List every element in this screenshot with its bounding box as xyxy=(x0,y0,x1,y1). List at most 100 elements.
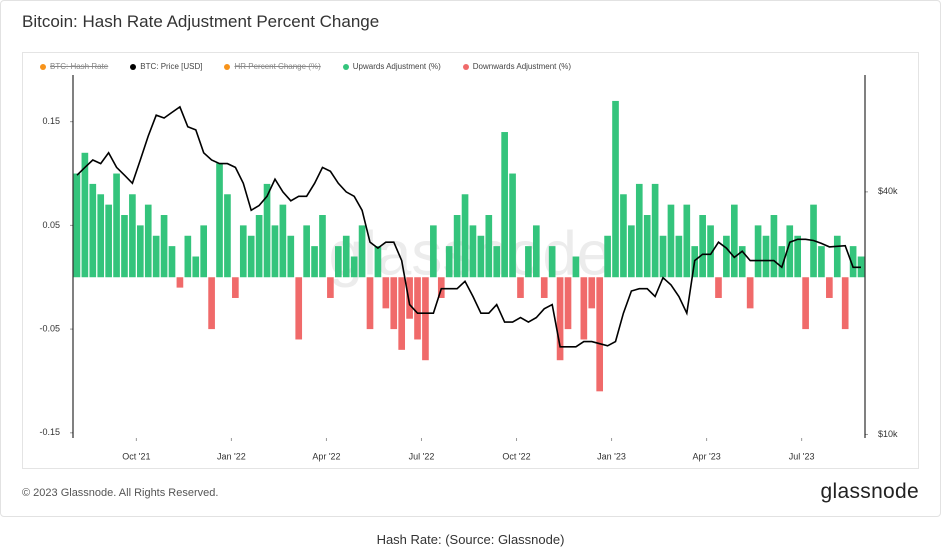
y-tick-label: 0.05 xyxy=(42,220,60,230)
bar xyxy=(327,277,334,298)
bar xyxy=(374,246,382,278)
caption: Hash Rate: (Source: Glassnode) xyxy=(376,532,565,547)
bar xyxy=(501,132,508,278)
bar xyxy=(319,215,326,278)
bar xyxy=(556,277,564,361)
bar xyxy=(564,277,572,330)
bar xyxy=(247,235,255,278)
bar xyxy=(675,235,683,278)
bar xyxy=(628,225,635,278)
bar xyxy=(580,277,588,340)
bar xyxy=(406,277,413,319)
bar xyxy=(200,225,208,278)
legend-label: Upwards Adjustment (%) xyxy=(352,62,441,71)
y2-tick-label: $10k xyxy=(878,429,898,439)
bar xyxy=(311,246,318,278)
bar xyxy=(422,277,429,361)
bar xyxy=(89,183,97,278)
bar xyxy=(295,277,303,340)
bar xyxy=(144,204,152,278)
bar xyxy=(849,246,857,278)
bar xyxy=(643,215,651,278)
bar xyxy=(430,225,437,278)
legend-label: Downwards Adjustment (%) xyxy=(472,62,572,71)
bar xyxy=(168,246,176,278)
bar xyxy=(73,173,81,278)
bar xyxy=(121,215,128,278)
bar xyxy=(754,225,762,278)
bar xyxy=(604,235,611,278)
bar xyxy=(184,235,192,278)
bar xyxy=(723,235,730,278)
bar xyxy=(730,204,738,278)
legend-item[interactable]: Upwards Adjustment (%) xyxy=(342,62,441,71)
bar xyxy=(232,277,239,298)
bar xyxy=(334,246,342,278)
legend-item[interactable]: Downwards Adjustment (%) xyxy=(462,62,572,71)
bar xyxy=(152,235,160,278)
bar xyxy=(216,163,223,278)
bar xyxy=(414,277,421,340)
bar xyxy=(239,225,247,278)
x-tick-label: Apr '22 xyxy=(312,451,340,461)
bar xyxy=(97,194,105,278)
bar xyxy=(802,277,809,330)
x-tick-label: Jan '22 xyxy=(217,451,246,461)
bar xyxy=(667,204,675,278)
bar xyxy=(81,152,89,278)
legend-item[interactable]: BTC: Price [USD] xyxy=(130,62,202,71)
bar xyxy=(683,204,691,278)
x-tick-label: Oct '21 xyxy=(122,451,150,461)
bar xyxy=(350,256,358,278)
bar xyxy=(588,277,596,309)
bar xyxy=(176,277,184,288)
bar xyxy=(857,256,865,278)
legend-swatch xyxy=(40,63,46,70)
chart-panel xyxy=(22,52,919,469)
logo: glassnode xyxy=(820,480,919,503)
bar xyxy=(818,246,825,278)
bar xyxy=(548,246,556,278)
bar xyxy=(390,277,398,330)
price-line xyxy=(76,105,861,348)
bar xyxy=(826,277,833,298)
bar xyxy=(160,215,168,278)
bar xyxy=(699,215,706,278)
bar xyxy=(746,277,754,309)
bar xyxy=(762,235,770,278)
bar xyxy=(612,100,619,278)
bar xyxy=(485,215,493,278)
bar xyxy=(255,215,263,278)
bar xyxy=(469,225,477,278)
legend-label: BTC: Hash Rate xyxy=(50,62,109,71)
bar xyxy=(136,225,144,278)
bar xyxy=(358,225,366,278)
bar xyxy=(303,225,310,278)
bar xyxy=(572,256,580,278)
bar xyxy=(707,225,714,278)
bar xyxy=(279,204,287,278)
x-tick-label: Apr '23 xyxy=(692,451,720,461)
bar xyxy=(208,277,215,330)
bar xyxy=(540,277,548,298)
legend-swatch xyxy=(130,63,137,70)
bar xyxy=(620,194,627,278)
legend-item[interactable]: BTC: Hash Rate xyxy=(40,62,108,71)
bar xyxy=(445,246,453,278)
bar xyxy=(651,183,659,278)
bar xyxy=(224,194,231,278)
bar xyxy=(509,173,516,278)
legend-swatch xyxy=(342,63,349,70)
bar xyxy=(738,246,746,278)
bar xyxy=(596,277,604,392)
x-tick-label: Jan '23 xyxy=(597,451,626,461)
bar xyxy=(287,235,295,278)
legend-item[interactable]: HR Percent Change (%) xyxy=(224,62,321,71)
y-tick-label: 0.15 xyxy=(42,116,60,126)
bar xyxy=(517,277,524,298)
bar xyxy=(437,277,445,298)
legend: BTC: Hash Rate BTC: Price [USD] HR Percent… xyxy=(40,62,571,71)
y-tick-label: -0.15 xyxy=(39,427,60,437)
